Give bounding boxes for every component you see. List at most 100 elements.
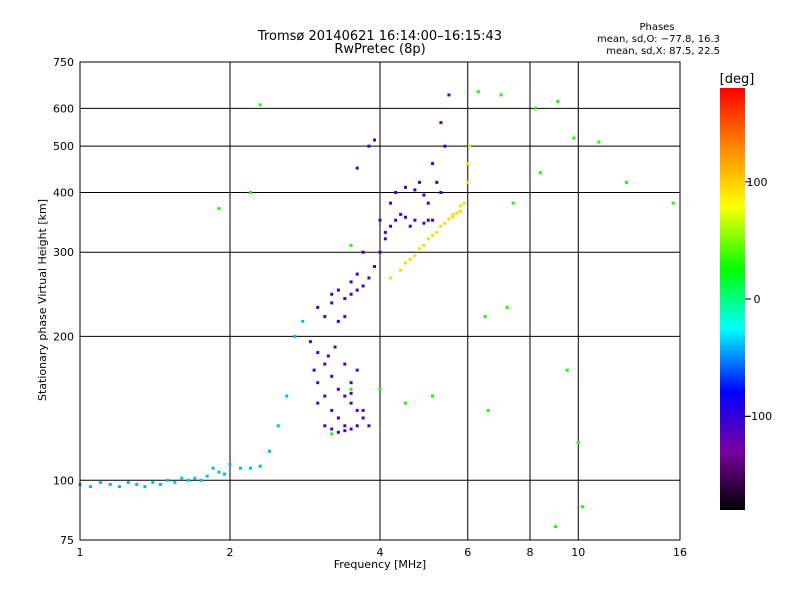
x-tick-label: 6	[464, 546, 471, 559]
data-point	[367, 276, 371, 280]
colorbar-tick-label: −100	[742, 410, 772, 423]
data-point	[330, 292, 334, 296]
data-point	[431, 218, 435, 222]
data-point	[394, 190, 398, 194]
y-tick-label: 200	[53, 330, 74, 343]
data-point	[151, 480, 155, 484]
data-point	[173, 480, 177, 484]
data-point	[166, 478, 170, 482]
data-point	[539, 171, 543, 175]
data-point	[199, 478, 203, 482]
data-point	[217, 207, 221, 211]
data-point	[439, 190, 443, 194]
data-point	[228, 462, 232, 466]
data-point	[355, 166, 359, 170]
data-point	[378, 387, 382, 391]
data-point	[186, 478, 190, 482]
data-point	[389, 224, 393, 228]
data-point	[293, 334, 297, 338]
y-tick-label: 400	[53, 186, 74, 199]
data-point	[431, 394, 435, 398]
data-point	[399, 212, 403, 216]
data-point	[349, 401, 353, 405]
data-point	[483, 315, 487, 319]
data-point	[367, 424, 371, 428]
data-point	[361, 416, 365, 420]
y-tick-label: 600	[53, 102, 74, 115]
data-point	[383, 230, 387, 234]
data-point	[267, 449, 271, 453]
data-point	[426, 218, 430, 222]
data-point	[355, 408, 359, 412]
data-point	[333, 345, 337, 349]
data-point	[373, 138, 377, 142]
x-axis-ticks: 1 2 4 6 8 10 16	[77, 546, 688, 559]
data-point	[466, 180, 470, 184]
data-point	[316, 381, 320, 385]
data-point	[343, 315, 347, 319]
data-point	[447, 217, 451, 221]
data-point	[308, 340, 312, 344]
data-point	[426, 201, 430, 205]
y-tick-label: 300	[53, 246, 74, 259]
data-point	[249, 190, 253, 194]
stats-header: Phases	[639, 22, 674, 33]
data-point	[336, 416, 340, 420]
data-point	[330, 301, 334, 305]
data-point	[217, 470, 221, 474]
data-point	[323, 315, 327, 319]
data-point	[403, 261, 407, 265]
data-point	[336, 319, 340, 323]
data-point	[316, 351, 320, 355]
y-tick-label: 100	[53, 474, 74, 487]
data-point	[422, 193, 426, 197]
data-point	[355, 424, 359, 428]
data-point	[394, 218, 398, 222]
colorbar	[720, 88, 745, 510]
data-point	[408, 257, 412, 261]
data-point	[343, 362, 347, 366]
data-point	[205, 474, 209, 478]
data-point	[258, 464, 262, 468]
data-point	[417, 180, 421, 184]
chart-subtitle: RwPretec (8p)	[334, 42, 425, 57]
stats-line-x: mean, sd,X: 87.5, 22.5	[606, 46, 720, 57]
data-point	[126, 480, 130, 484]
x-tick-label: 10	[571, 546, 585, 559]
data-point	[565, 368, 569, 372]
data-point	[505, 305, 509, 309]
data-point	[413, 188, 417, 192]
data-point	[312, 368, 316, 372]
data-point	[597, 140, 601, 144]
x-tick-label: 2	[227, 546, 234, 559]
data-point	[323, 394, 327, 398]
data-point	[533, 106, 537, 110]
data-point	[572, 136, 576, 140]
data-point	[443, 221, 447, 225]
data-point	[403, 185, 407, 189]
data-point	[89, 485, 93, 489]
data-point	[349, 280, 353, 284]
data-point	[408, 224, 412, 228]
data-point	[403, 215, 407, 219]
data-point	[285, 394, 289, 398]
data-point	[476, 90, 480, 94]
data-point	[426, 237, 430, 241]
data-point	[389, 276, 393, 280]
data-point	[355, 288, 359, 292]
y-tick-label: 500	[53, 140, 74, 153]
data-point	[383, 237, 387, 241]
stats-line-o: mean, sd,O: −77.8, 16.3	[597, 34, 720, 45]
data-point	[435, 230, 439, 234]
data-points	[78, 90, 675, 529]
data-point	[336, 387, 340, 391]
data-point	[439, 224, 443, 228]
data-point	[349, 391, 353, 395]
x-axis-label: Frequency [MHz]	[334, 558, 426, 571]
data-point	[99, 480, 103, 484]
data-point	[581, 505, 585, 509]
y-axis-label: Stationary phase Virtual Height [km]	[36, 199, 49, 401]
data-point	[451, 212, 455, 216]
colorbar-ticks: 100 0 −100	[742, 176, 772, 423]
data-point	[499, 93, 503, 97]
